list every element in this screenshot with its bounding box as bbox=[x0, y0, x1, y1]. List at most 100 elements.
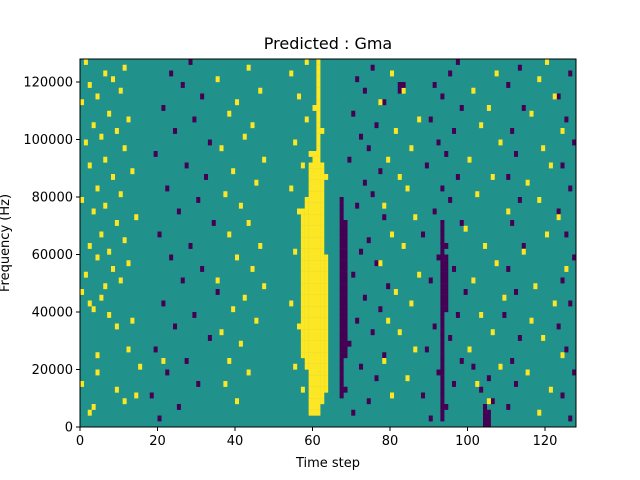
heatmap-cell-low bbox=[343, 352, 348, 359]
heatmap-cell-high bbox=[409, 300, 414, 307]
heatmap-cell-high bbox=[308, 277, 313, 284]
heatmap-cell-low bbox=[401, 82, 406, 88]
heatmap-cell-high bbox=[227, 110, 232, 117]
heatmap-cell-high bbox=[304, 220, 309, 226]
heatmap-cell-high bbox=[498, 363, 503, 370]
heatmap-cell-high bbox=[320, 271, 325, 278]
heatmap-cell-low bbox=[366, 398, 371, 405]
heatmap-cell-high bbox=[80, 289, 85, 295]
heatmap-cell-low bbox=[440, 398, 445, 405]
heatmap-cell-low bbox=[436, 254, 441, 261]
heatmap-cell-high bbox=[304, 243, 309, 249]
heatmap-cell-high bbox=[312, 346, 317, 353]
heatmap-cell-high bbox=[312, 168, 317, 175]
heatmap-cell-low bbox=[343, 329, 348, 336]
heatmap-cell-low bbox=[444, 300, 449, 307]
heatmap-cell-high bbox=[409, 145, 414, 152]
heatmap-cell-high bbox=[316, 76, 321, 83]
heatmap-cell-low bbox=[347, 340, 352, 347]
heatmap-cell-high bbox=[304, 208, 309, 215]
heatmap-cell-high bbox=[316, 398, 321, 405]
heatmap-cell-high bbox=[300, 352, 305, 359]
heatmap-cell-low bbox=[184, 162, 189, 169]
heatmap-cell-high bbox=[494, 70, 499, 77]
heatmap-cell-low bbox=[483, 421, 488, 428]
heatmap-cell-low bbox=[444, 254, 449, 261]
heatmap-cell-high bbox=[246, 64, 251, 71]
heatmap-cell-high bbox=[490, 174, 495, 180]
heatmap-cell-high bbox=[300, 346, 305, 353]
heatmap-cell-high bbox=[486, 105, 491, 111]
heatmap-cell-high bbox=[320, 335, 325, 341]
heatmap-cell-high bbox=[304, 277, 309, 284]
heatmap-cell-high bbox=[312, 369, 317, 376]
heatmap-cell-high bbox=[316, 294, 321, 301]
heatmap-cell-high bbox=[316, 122, 321, 129]
heatmap-cell-high bbox=[521, 248, 526, 255]
heatmap-cell-high bbox=[324, 300, 329, 307]
heatmap-cell-high bbox=[316, 225, 321, 232]
heatmap-cell-high bbox=[304, 248, 309, 255]
heatmap-cell-high bbox=[107, 248, 112, 255]
heatmap-cell-low bbox=[149, 392, 154, 399]
heatmap-cell-high bbox=[316, 283, 321, 290]
heatmap-cell-high bbox=[552, 300, 557, 307]
heatmap-cell-low bbox=[440, 93, 445, 100]
heatmap-cell-low bbox=[343, 283, 348, 290]
heatmap-cell-low bbox=[343, 386, 348, 393]
heatmap-cell-high bbox=[312, 185, 317, 192]
heatmap-cell-high bbox=[246, 369, 251, 376]
heatmap-cell-low bbox=[211, 220, 216, 226]
heatmap-cell-high bbox=[479, 312, 484, 318]
heatmap-cell-high bbox=[324, 266, 329, 272]
heatmap-cell-low bbox=[153, 346, 158, 353]
heatmap-cell-low bbox=[339, 312, 344, 318]
heatmap-cell-high bbox=[316, 208, 321, 215]
heatmap-cell-low bbox=[440, 300, 445, 307]
heatmap-cell-high bbox=[312, 398, 317, 405]
heatmap-cell-high bbox=[312, 254, 317, 261]
heatmap-cell-high bbox=[107, 110, 112, 117]
heatmap-cell-high bbox=[300, 208, 305, 215]
heatmap-cell-high bbox=[316, 346, 321, 353]
heatmap-cell-low bbox=[343, 260, 348, 267]
heatmap-cell-high bbox=[95, 352, 100, 359]
heatmap-cell-high bbox=[541, 145, 546, 152]
heatmap-cell-high bbox=[289, 300, 294, 307]
heatmap-cell-high bbox=[99, 133, 104, 140]
x-tick-label: 0 bbox=[76, 434, 84, 449]
heatmap-cell-low bbox=[196, 381, 201, 387]
heatmap-cell-high bbox=[118, 191, 123, 198]
heatmap-cell-low bbox=[490, 398, 495, 405]
heatmap-cell-low bbox=[428, 277, 433, 284]
heatmap-cell-low bbox=[339, 225, 344, 232]
heatmap-cell-low bbox=[440, 271, 445, 278]
heatmap-cell-low bbox=[339, 248, 344, 255]
heatmap-cell-high bbox=[122, 64, 127, 71]
heatmap-cell-high bbox=[479, 122, 484, 129]
heatmap-cell-high bbox=[320, 363, 325, 370]
heatmap-cell-high bbox=[138, 363, 143, 370]
plot-frame bbox=[79, 58, 577, 428]
heatmap-cell-high bbox=[320, 289, 325, 295]
heatmap-cell-low bbox=[339, 294, 344, 301]
y-axis-label: Frequency (Hz) bbox=[0, 194, 13, 292]
heatmap-cell-high bbox=[316, 99, 321, 106]
heatmap-cell-high bbox=[308, 220, 313, 226]
heatmap-cell-high bbox=[95, 185, 100, 192]
heatmap-cell-low bbox=[339, 260, 344, 267]
heatmap-cell-high bbox=[316, 197, 321, 203]
heatmap-cell-low bbox=[440, 329, 445, 336]
heatmap-cell-low bbox=[343, 248, 348, 255]
heatmap-cell-high bbox=[324, 340, 329, 347]
heatmap-cell-high bbox=[134, 392, 139, 399]
heatmap-cell-high bbox=[87, 300, 92, 307]
heatmap-cell-high bbox=[242, 294, 247, 301]
heatmap-cell-high bbox=[320, 340, 325, 347]
heatmap-cell-high bbox=[312, 197, 317, 203]
heatmap-cell-high bbox=[312, 283, 317, 290]
heatmap-cell-high bbox=[304, 231, 309, 238]
heatmap-cell-high bbox=[545, 231, 550, 238]
heatmap-cell-high bbox=[382, 358, 387, 364]
